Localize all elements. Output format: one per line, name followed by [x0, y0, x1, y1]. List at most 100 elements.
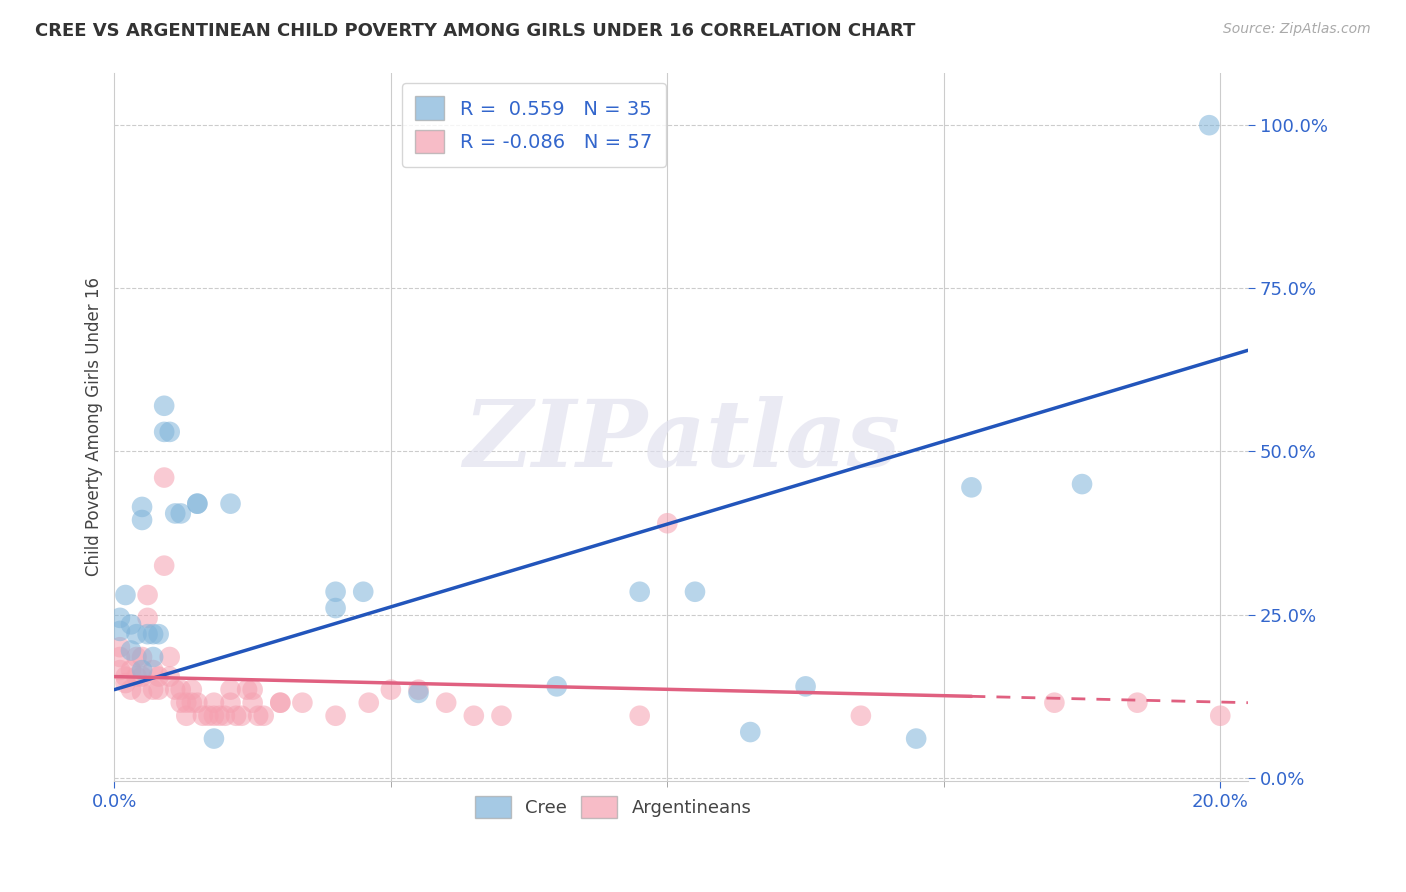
Point [108, 650, 131, 665]
Point [1071, 477, 1094, 491]
Point [231, 708, 253, 723]
Point [159, 425, 181, 439]
Point [142, 663, 165, 677]
Point [136, 611, 159, 625]
Point [131, 670, 153, 684]
Point [219, 682, 242, 697]
Point [219, 696, 242, 710]
Point [269, 696, 291, 710]
Point [174, 696, 197, 710]
Point [153, 425, 176, 439]
Text: Source: ZipAtlas.com: Source: ZipAtlas.com [1223, 22, 1371, 37]
Point [125, 670, 148, 684]
Point [202, 731, 225, 746]
Point [357, 696, 380, 710]
Point [202, 708, 225, 723]
Point [380, 682, 402, 697]
Point [628, 708, 651, 723]
Point [131, 500, 153, 514]
Point [219, 497, 242, 511]
Text: CREE VS ARGENTINEAN CHILD POVERTY AMONG GIRLS UNDER 16 CORRELATION CHART: CREE VS ARGENTINEAN CHILD POVERTY AMONG … [35, 22, 915, 40]
Point [628, 584, 651, 599]
Point [108, 611, 131, 625]
Point [1126, 696, 1149, 710]
Point [148, 627, 170, 641]
Point [794, 679, 817, 693]
Point [180, 682, 202, 697]
Point [131, 686, 153, 700]
Point [657, 516, 679, 531]
Point [186, 497, 208, 511]
Point [905, 731, 928, 746]
Point [546, 679, 568, 693]
Point [186, 696, 208, 710]
Point [247, 708, 270, 723]
Point [352, 584, 374, 599]
Point [197, 708, 219, 723]
Point [120, 663, 142, 677]
Point [325, 708, 347, 723]
Point [174, 708, 197, 723]
Point [108, 663, 131, 677]
Point [170, 507, 193, 521]
Point [125, 650, 148, 665]
Point [131, 663, 153, 677]
Point [159, 670, 181, 684]
Point [236, 682, 259, 697]
Point [120, 643, 142, 657]
Point [114, 670, 136, 684]
Legend: Cree, Argentineans: Cree, Argentineans [467, 789, 759, 825]
Point [740, 725, 762, 739]
Point [208, 708, 231, 723]
Point [125, 627, 148, 641]
Point [142, 627, 165, 641]
Point [131, 650, 153, 665]
Point [960, 480, 983, 494]
Point [1209, 708, 1232, 723]
Point [180, 696, 202, 710]
Point [120, 617, 142, 632]
Point [434, 696, 457, 710]
Point [114, 676, 136, 690]
Point [191, 708, 214, 723]
Point [463, 708, 485, 723]
Point [153, 558, 176, 573]
Point [242, 696, 264, 710]
Point [849, 708, 872, 723]
Point [142, 650, 165, 665]
Point [242, 682, 264, 697]
Point [120, 682, 142, 697]
Point [1198, 118, 1220, 132]
Point [325, 601, 347, 615]
Point [408, 682, 430, 697]
Point [148, 682, 170, 697]
Text: ZIPatlas: ZIPatlas [463, 396, 900, 486]
Point [148, 670, 170, 684]
Point [153, 470, 176, 484]
Y-axis label: Child Poverty Among Girls Under 16: Child Poverty Among Girls Under 16 [86, 277, 103, 576]
Point [683, 584, 706, 599]
Point [108, 640, 131, 655]
Point [108, 624, 131, 638]
Point [153, 399, 176, 413]
Point [136, 627, 159, 641]
Point [325, 584, 347, 599]
Point [214, 708, 236, 723]
Point [142, 682, 165, 697]
Point [269, 696, 291, 710]
Point [186, 497, 208, 511]
Point [291, 696, 314, 710]
Point [170, 682, 193, 697]
Point [225, 708, 247, 723]
Point [253, 708, 276, 723]
Point [491, 708, 513, 723]
Point [165, 507, 187, 521]
Point [202, 696, 225, 710]
Point [170, 696, 193, 710]
Point [136, 588, 159, 602]
Point [165, 682, 187, 697]
Point [408, 686, 430, 700]
Point [114, 588, 136, 602]
Point [1043, 696, 1066, 710]
Point [131, 513, 153, 527]
